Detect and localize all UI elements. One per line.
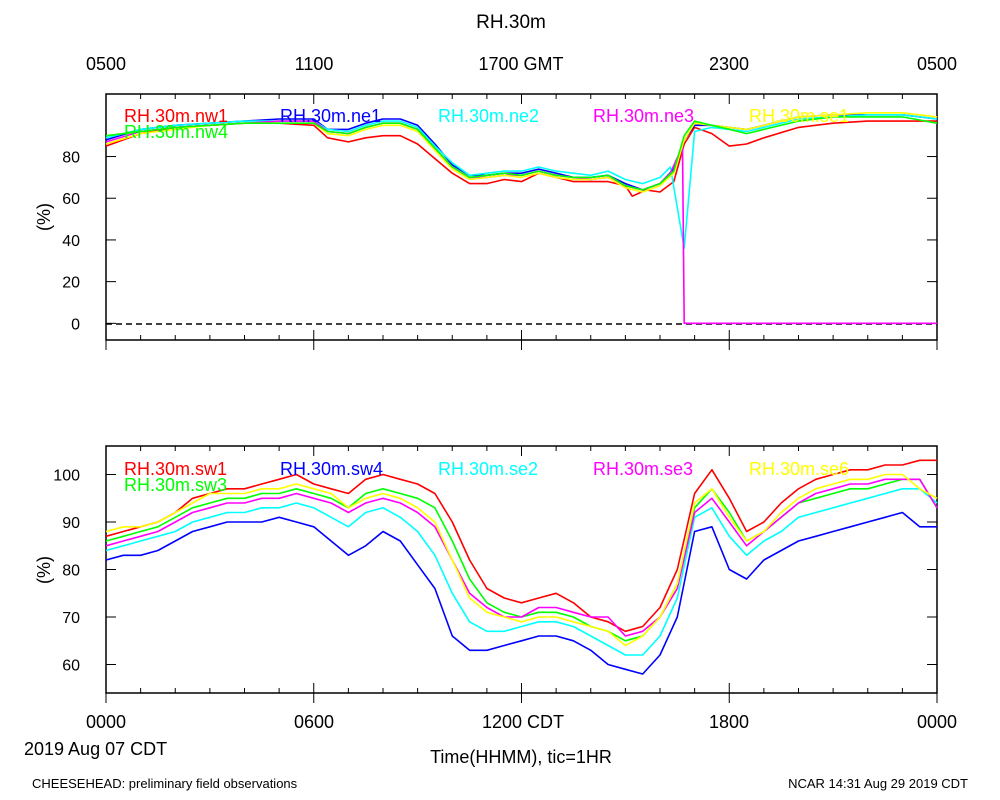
legend-label-ne2: RH.30m.ne2 [438,106,539,126]
legend-label-se3: RH.30m.se3 [593,459,693,479]
series-line-se3 [105,478,938,637]
legend-label-sw1: RH.30m.sw1 [124,459,227,479]
y-tick-label: 80 [62,563,80,580]
legend-label-ne3: RH.30m.ne3 [593,106,694,126]
bottom-tick-label: 0000 [917,712,957,732]
y-tick-label: 40 [62,233,80,250]
y-tick-label: 80 [62,150,80,167]
bottom-y-axis-title: (%) [34,556,54,584]
series-line-nw4 [105,116,938,191]
bottom-tick-label: 0000 [86,712,126,732]
footer-right: NCAR 14:31 Aug 29 2019 CDT [788,776,968,791]
series-line-sw4 [105,511,937,675]
legend-label-sw3: RH.30m.sw3 [124,475,227,495]
bottom-panel-ticks: 60 70 80 90 100 [53,446,938,703]
top-tick-label: 0500 [86,54,126,74]
y-tick-label: 60 [62,658,80,675]
legend-label-sw4: RH.30m.sw4 [280,459,383,479]
bottom-panel-series [105,459,938,675]
legend-label-nw1: RH.30m.nw1 [124,106,228,126]
bottom-tick-label: 0600 [294,712,334,732]
series-line-ne3 [105,120,937,325]
y-tick-label: 90 [62,515,80,532]
date-label: 2019 Aug 07 CDT [24,739,167,759]
chart-title: RH.30m [476,12,546,33]
series-line-sw1 [105,459,937,633]
bottom-tick-label: 1800 [709,712,749,732]
bottom-panel-frame [105,445,938,694]
legend-label-se1: RH.30m.se1 [749,106,849,126]
top-panel-ticks: 0 20 40 60 80 [62,94,938,350]
series-line-nw1 [105,120,937,197]
legend-label-se2: RH.30m.se2 [438,459,538,479]
series-line-se6 [105,473,938,647]
bottom-tick-label: 1200 CDT [482,712,564,732]
y-tick-label: 0 [71,316,80,333]
legend-label-se6: RH.30m.se6 [749,459,849,479]
legend-label-nw4: RH.30m.nw4 [124,122,228,142]
y-tick-label: 70 [62,610,80,627]
x-axis-title: Time(HHMM), tic=1HR [430,747,612,767]
top-tick-label: 1100 [295,54,334,74]
top-y-axis-title: (%) [34,203,54,231]
y-tick-label: 60 [62,191,80,208]
top-tick-label: 0500 [917,54,957,74]
top-panel-series [105,112,938,325]
y-tick-label: 20 [62,275,80,292]
legend-label-ne1: RH.30m.ne1 [280,106,381,126]
top-tick-label: 1700 GMT [478,54,563,74]
footer-left: CHEESEHEAD: preliminary field observatio… [32,776,298,791]
top-tick-label: 2300 [709,54,749,74]
series-line-se2 [105,487,938,656]
y-tick-label: 100 [53,468,80,485]
top-panel-frame [105,93,938,341]
